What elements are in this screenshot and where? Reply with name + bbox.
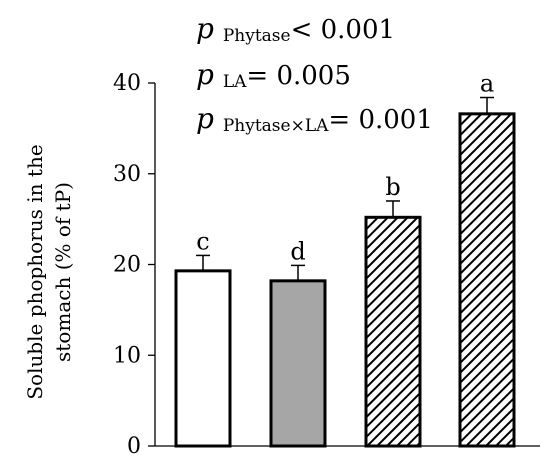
p-value: = 0.005	[246, 61, 350, 91]
p-symbol: p	[196, 102, 223, 135]
y-axis-title-line-1: Soluble phophorus in the	[23, 144, 47, 399]
p-value-annotation: p Phytase×LA= 0.001	[196, 102, 433, 136]
p-subscript: Phytase×LA	[223, 116, 329, 136]
bars-group: c d b a	[174, 70, 516, 448]
p-value: < 0.001	[291, 15, 395, 45]
p-subscript: Phytase	[223, 26, 291, 46]
bar	[364, 215, 422, 448]
y-axis-title-line-2: stomach (% of tP)	[51, 182, 75, 362]
p-value-annotation: p Phytase< 0.001	[196, 12, 395, 46]
y-axis-title: Soluble phophorus in the stomach (% of t…	[23, 144, 75, 399]
significance-letter: a	[480, 70, 494, 98]
bar	[269, 279, 327, 448]
y-tick-label: 0	[127, 434, 141, 459]
p-symbol: p	[196, 58, 223, 91]
bar	[458, 112, 516, 448]
y-tick-label: 30	[113, 162, 141, 187]
y-tick-label: 40	[113, 71, 141, 96]
significance-letter: c	[196, 227, 209, 255]
p-value: = 0.001	[328, 105, 432, 135]
y-tick-label: 20	[113, 253, 141, 278]
significance-letter: d	[290, 237, 305, 265]
y-tick-label: 10	[113, 343, 141, 368]
p-symbol: p	[196, 12, 223, 45]
p-value-annotation: p LA= 0.005	[196, 58, 351, 92]
p-subscript: LA	[223, 72, 247, 92]
significance-letter: b	[385, 173, 400, 201]
bar	[174, 269, 232, 448]
